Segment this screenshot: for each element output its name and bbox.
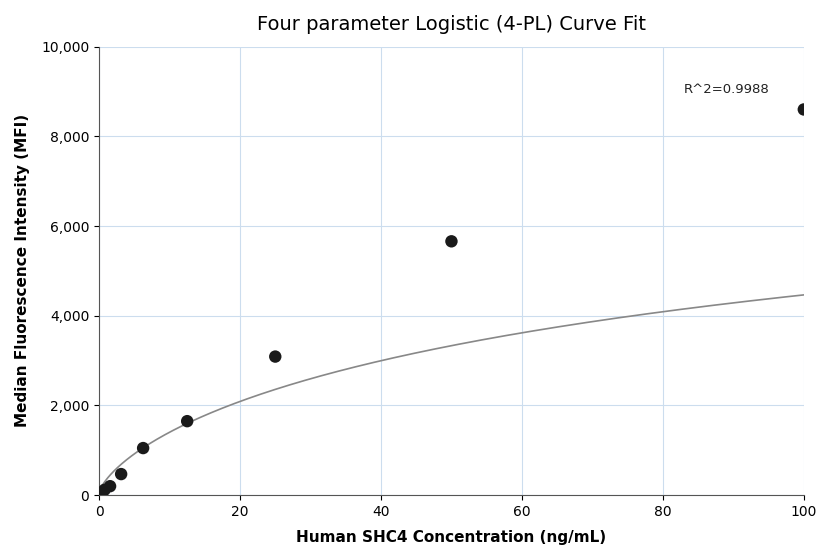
Point (136, 444, 150, 452)
Y-axis label: Median Fluorescence Intensity (MFI): Median Fluorescence Intensity (MFI) (15, 114, 30, 427)
Point (95, 488, 108, 497)
Point (103, 482, 116, 491)
X-axis label: Human SHC4 Concentration (ng/mL): Human SHC4 Concentration (ng/mL) (296, 530, 607, 545)
Point (269, 352, 282, 361)
Point (445, 237, 458, 246)
Point (98, 486, 111, 494)
Text: R^2=0.9988: R^2=0.9988 (684, 82, 770, 96)
Point (797, 105, 810, 114)
Point (115, 470, 128, 479)
Title: Four parameter Logistic (4-PL) Curve Fit: Four parameter Logistic (4-PL) Curve Fit (257, 15, 646, 34)
Point (181, 417, 194, 426)
